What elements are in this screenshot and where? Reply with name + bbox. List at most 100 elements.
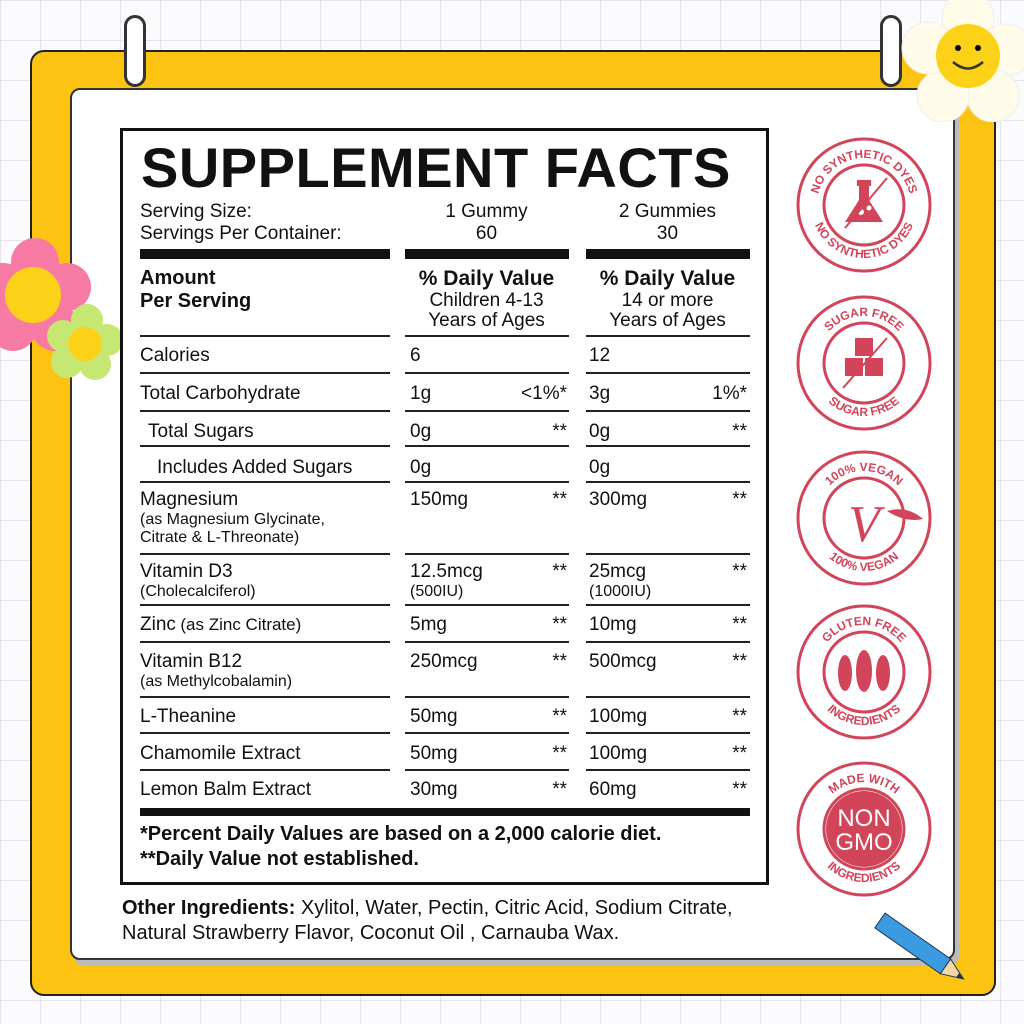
amount-value: 50mg (410, 743, 458, 764)
svg-text:V: V (848, 496, 885, 553)
c1-daily-value: ** (552, 421, 567, 442)
c1-amount: 250mcg (410, 651, 478, 673)
row-divider (405, 372, 569, 374)
amount-value: 25mcg (589, 561, 647, 582)
nutrient-source: (as Methylcobalamin) (140, 673, 293, 690)
row-divider (586, 445, 750, 447)
panel-title: SUPPLEMENT FACTS (141, 136, 731, 199)
footnote: **Daily Value not established. (140, 848, 419, 870)
c2-daily-value: ** (732, 651, 747, 672)
c1-amount: 150mg (410, 489, 468, 511)
other-ingredients: Other Ingredients: Xylitol, Water, Pecti… (122, 896, 772, 946)
badge-center-text: NON (837, 805, 890, 832)
other-ingredients-label: Other Ingredients: (122, 897, 296, 919)
amount-header: Amount (140, 267, 216, 289)
other-ingredients-text: Xylitol, Water, Pectin, Citric Acid, Sod… (122, 897, 733, 944)
table-row-label: Vitamin D3 (Cholecalciferol) (140, 561, 256, 601)
amount-value: 3g (589, 383, 611, 404)
amount-value: 250mcg (410, 651, 478, 672)
row-divider (140, 553, 390, 555)
row-divider (586, 410, 750, 412)
table-row-label: Total Carbohydrate (140, 383, 301, 405)
table-row-label: L-Theanine (140, 706, 236, 728)
c1-amount: 30mg (410, 779, 458, 801)
row-divider (140, 410, 390, 412)
amount-value: 12 (589, 345, 611, 366)
divider (140, 808, 750, 816)
nutrient-name: Vitamin B12 (140, 651, 243, 672)
c2-amount: 60mg (589, 779, 637, 801)
row-divider (586, 372, 750, 374)
c1-amount: 0g (410, 457, 431, 479)
c1-daily-value: ** (552, 561, 567, 582)
row-divider (405, 696, 569, 698)
nutrient-name: Vitamin D3 (140, 561, 233, 582)
row-divider (140, 445, 390, 447)
c2-amount: 300mg (589, 489, 647, 511)
c1-daily-value: <1%* (521, 383, 567, 404)
row-divider (405, 732, 569, 734)
amount-value: 5mg (410, 614, 447, 635)
amount-value: 6 (410, 345, 421, 366)
nutrient-name: Magnesium (140, 489, 239, 510)
row-divider (586, 553, 750, 555)
amount-value: 12.5mcg (410, 561, 483, 582)
c1-daily-value: ** (552, 651, 567, 672)
nutrient-name: Total Carbohydrate (140, 383, 301, 404)
pencil-icon (874, 912, 965, 980)
c1-daily-value: ** (552, 489, 567, 510)
c1-daily-value: ** (552, 706, 567, 727)
amount-value: 1g (410, 383, 432, 404)
row-divider (405, 335, 569, 337)
col1-dv-label: % Daily Value (418, 267, 555, 290)
nutrient-name: Total Sugars (148, 421, 254, 442)
divider (586, 249, 750, 259)
nutrient-name: Zinc (140, 614, 176, 635)
wheat-icon: GLUTEN FREE INGREDIENTS (796, 604, 932, 740)
badge-center-text: GMO (835, 829, 892, 856)
row-divider (405, 553, 569, 555)
c1-amount: 6 (410, 345, 421, 367)
amount-value: 60mg (589, 779, 637, 800)
per-serving-header: Per Serving (140, 290, 252, 312)
c2-daily-value: ** (732, 706, 747, 727)
row-divider (586, 732, 750, 734)
c2-amount: 10mg (589, 614, 637, 636)
table-row-label: Lemon Balm Extract (140, 779, 311, 801)
col1-header: % Daily Value Children 4-13 Years of Age… (405, 267, 568, 331)
row-divider (405, 410, 569, 412)
row-divider (140, 696, 390, 698)
col2-age: 14 or more (621, 290, 714, 311)
c2-daily-value: ** (732, 561, 747, 582)
col2-age: Years of Ages (609, 310, 726, 331)
binder-ring (880, 15, 902, 87)
amount-value: 300mg (589, 489, 648, 510)
col2-dv-label: % Daily Value (599, 267, 736, 290)
amount-value: 100mg (589, 743, 648, 764)
c2-amount: 0g (589, 421, 610, 443)
row-divider (586, 641, 750, 643)
row-divider (586, 769, 750, 771)
c2-daily-value: ** (732, 489, 747, 510)
sugar-cubes-icon: SUGAR FREE SUGAR FREE (796, 295, 932, 431)
row-divider (405, 769, 569, 771)
col2-header: % Daily Value 14 or more Years of Ages (586, 267, 749, 331)
row-divider (405, 641, 569, 643)
table-row-label: Calories (140, 345, 210, 367)
table-row-label: Magnesium (as Magnesium Glycinate, Citrate… (140, 489, 325, 547)
row-divider (140, 481, 390, 483)
col1-age: Years of Ages (428, 310, 545, 331)
c2-amount: 500mcg (589, 651, 657, 673)
row-divider (586, 604, 750, 606)
c2-amount: 12 (589, 345, 610, 367)
row-divider (586, 335, 750, 337)
col1-serving-size: 1 Gummy (445, 201, 528, 222)
flask-icon: NO SYNTHETIC DYES NO SYNTHETIC DYES (796, 137, 932, 273)
nutrient-source: (Cholecalciferol) (140, 583, 256, 600)
row-divider (405, 445, 569, 447)
c1-daily-value: ** (552, 614, 567, 635)
amount-value: 0g (589, 457, 611, 478)
col1-servings: 60 (475, 223, 498, 244)
c1-daily-value: ** (552, 779, 567, 800)
c1-daily-value: ** (552, 743, 567, 764)
